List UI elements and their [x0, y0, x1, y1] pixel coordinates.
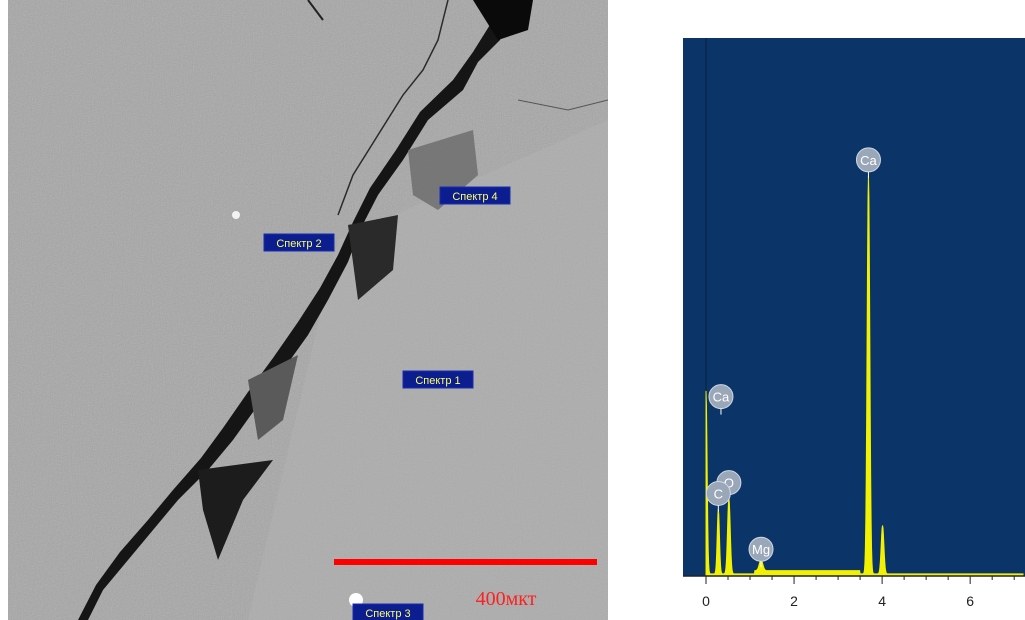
- sem-dark-pocket: [198, 460, 273, 560]
- spectrum-label-4: Спектр 4: [439, 186, 511, 205]
- sem-fracture-top: [473, 0, 533, 40]
- eds-spectrum-chart: 0 2 4 6 Ca Ca OC Mg: [683, 38, 1025, 620]
- spectrum-label-text: Спектр 2: [276, 238, 321, 250]
- spectrum-label-1: Спектр 1: [402, 370, 474, 389]
- spectrum-x-ticks: 0 2 4 6: [702, 576, 1015, 609]
- peak-label-text: Mg: [752, 542, 770, 557]
- scale-bar: [334, 559, 597, 565]
- spectrum-label-2: Спектр 2: [263, 233, 335, 252]
- sem-crack: [517, 99, 608, 111]
- x-tick-label: 4: [878, 593, 886, 609]
- scale-bar-label: 400мкт: [476, 588, 537, 610]
- peak-label-ca: Ca: [708, 384, 734, 415]
- x-tick-label: 6: [966, 593, 974, 609]
- peak-label-text: O: [724, 476, 734, 491]
- spectrum-label-text: Спектр 4: [452, 191, 497, 203]
- peak-label-text: Ca: [860, 153, 877, 168]
- peak-label-text: Ca: [713, 390, 730, 405]
- sem-light-zone: [248, 120, 608, 620]
- spectrum-label-3: Спектр 3: [352, 603, 424, 620]
- spectrum-curve: [705, 175, 1024, 577]
- sem-micrograph: Спектр 4 Спектр 2 Спектр 1 Спектр 3 400м…: [8, 0, 608, 620]
- x-tick-label: 0: [702, 593, 710, 609]
- spectrum-peak-labels: Ca Ca OC Mg: [705, 147, 881, 568]
- spectrum-plot-area: [683, 38, 1025, 576]
- spectrum-label-text: Спектр 3: [365, 608, 410, 620]
- x-tick-label: 2: [790, 593, 798, 609]
- sem-grey-pocket: [248, 355, 298, 440]
- sem-dark-patch: [348, 215, 398, 300]
- spectrum-axis-area: [683, 576, 1025, 620]
- sem-fracture: [78, 0, 518, 620]
- peak-label-c: C: [705, 480, 731, 512]
- peak-label-ca: Ca: [855, 147, 881, 178]
- sem-crack: [307, 0, 324, 21]
- peak-label-text: C: [714, 486, 723, 501]
- spectrum-label-text: Спектр 1: [415, 375, 460, 387]
- peak-label-mg: Mg: [748, 536, 774, 568]
- sem-crack: [337, 0, 449, 216]
- sem-bright-particle: [232, 211, 240, 219]
